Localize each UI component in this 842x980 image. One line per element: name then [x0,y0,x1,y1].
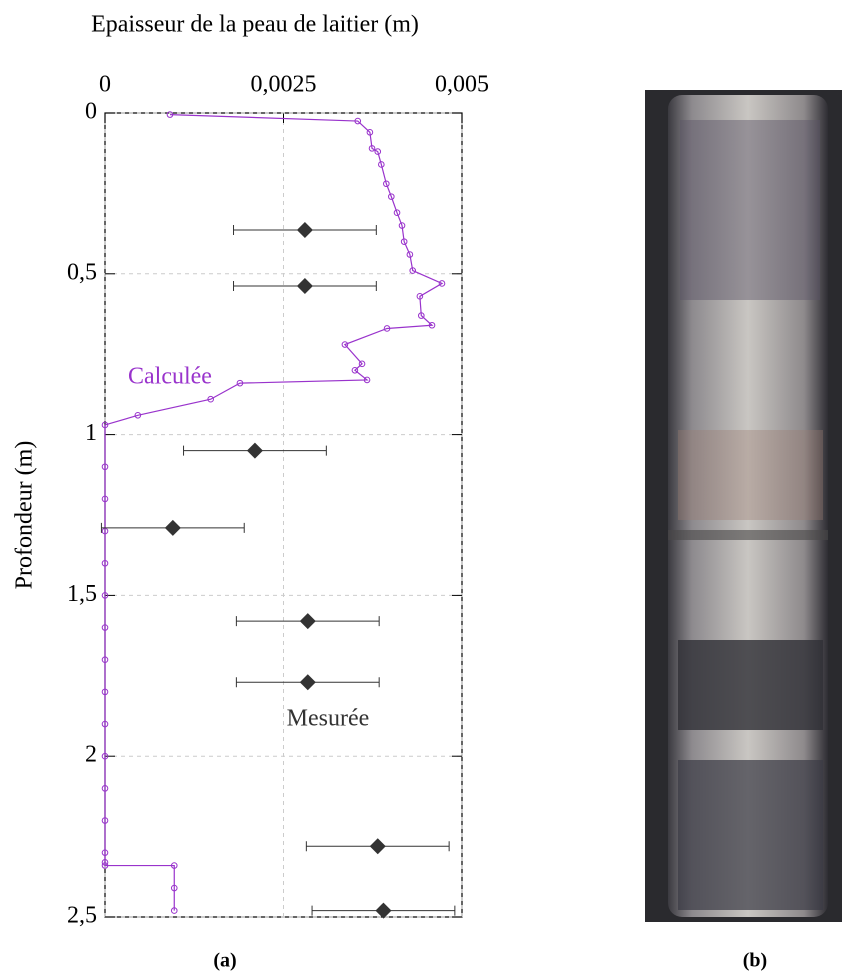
measured-point [369,838,386,855]
calc-point [378,161,385,168]
calc-point [170,907,178,914]
calc-point [409,267,417,274]
measured-point [164,519,181,536]
calc-point [368,145,376,152]
calc-point [374,148,382,155]
calc-point [134,412,142,419]
calc-point [351,366,359,374]
calc-point [428,321,436,329]
calc-point [354,117,362,125]
calc-point [101,624,109,631]
y-tick-label: 2,5 [67,903,97,929]
calc-point [101,849,109,856]
calc-point [101,817,109,824]
y-tick-label: 0,5 [67,259,97,285]
calc-point [416,293,424,300]
calc-point [358,360,366,368]
measured-point [375,902,392,919]
panel-label: (b) [743,950,767,972]
measured-point [299,613,316,630]
y-tick-label: 2 [85,742,97,768]
calc-point [207,395,214,403]
calc-point [101,752,109,760]
panel-label: (a) [213,950,236,972]
calc-point [406,251,414,258]
calc-point [101,463,109,471]
measured-point [299,674,316,691]
calc-point [393,209,401,216]
calc-point [101,592,109,599]
y-tick-label: 1,5 [67,581,97,607]
y-tick-label: 0 [85,99,97,125]
calc-point [101,688,109,696]
calc-point [341,341,349,348]
series-label: Calculée [128,364,212,390]
series-label: Mesurée [287,706,370,732]
calc-point [388,193,395,200]
calc-point [418,312,425,319]
calc-point [236,379,244,387]
calc-point [170,884,178,892]
x-tick-label: 0 [99,72,111,98]
calc-point [363,376,371,384]
photo [645,90,842,922]
calc-point [170,862,178,869]
measured-point [296,278,313,295]
calc-point [101,785,109,792]
y-tick-label: 1 [85,420,97,446]
calc-point [398,222,406,229]
calc-point [400,238,408,245]
calc-point [166,111,174,118]
calc-point [101,559,109,567]
calc-point [101,862,109,869]
measured-point [296,222,313,239]
measured-point [246,442,263,459]
x-tick-label: 0,005 [435,72,489,98]
calc-point [438,280,446,287]
x-tick-label: 0,0025 [251,72,317,98]
calc-point [366,128,374,136]
chart-title: Epaisseur de la peau de laitier (m) [91,12,419,38]
y-axis-label: Profondeur (m) [12,441,38,590]
calc-line [104,114,444,911]
calc-point [101,495,109,503]
calc-point [101,859,109,866]
calc-point [383,180,390,188]
calc-point [383,325,391,332]
calc-point [101,720,109,728]
calc-point [101,421,109,429]
calc-point [101,656,109,664]
